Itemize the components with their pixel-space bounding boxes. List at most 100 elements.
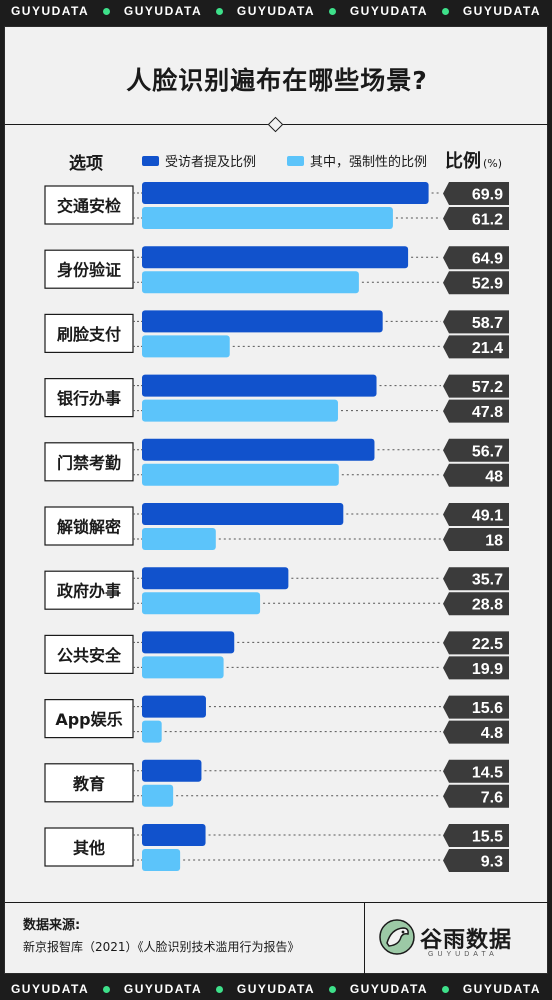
ticker-text: GUYUDATA <box>236 982 316 996</box>
value-label-box <box>443 631 509 655</box>
category-label-box <box>44 442 134 482</box>
bar-series2 <box>142 720 162 743</box>
chart-title: 人脸识别遍布在哪些场景? <box>126 66 428 95</box>
value-label-box <box>443 399 509 423</box>
data-label-series1: 49.1 <box>472 508 503 525</box>
value-label-box <box>443 246 509 270</box>
bar-series2 <box>142 592 261 615</box>
data-label-series2: 61.2 <box>472 212 503 229</box>
poster-frame: 人脸识别遍布在哪些场景? 选项 受访者提及比例 其中，强制性的比例 比例 (%) … <box>0 22 552 978</box>
ticker-item: GUYUDATA <box>350 982 428 996</box>
data-label-series2: 19.9 <box>472 661 503 678</box>
data-label-series2: 48 <box>485 468 503 485</box>
ticker-text: GUYUDATA <box>462 982 542 996</box>
value-label-box <box>443 849 509 872</box>
bar-series1 <box>142 503 344 525</box>
ticker-text: GUYUDATA <box>236 4 316 18</box>
category-label-box <box>44 634 134 675</box>
ticker-item: GUYUDATA <box>237 4 315 18</box>
bar-series1 <box>142 246 409 269</box>
category-label: 交通安检 <box>57 197 121 216</box>
legend-series1-label: 受访者提及比例 <box>165 155 257 170</box>
data-label-series1: 58.7 <box>472 315 503 332</box>
value-label-box <box>443 335 509 359</box>
ticker-dot-icon <box>441 7 449 15</box>
bar-series1 <box>142 374 377 397</box>
ticker-item: GUYUDATA <box>463 982 541 996</box>
legend-swatch-series1 <box>142 155 159 166</box>
source-label: 数据来源: <box>23 918 81 933</box>
category-label: 政府办事 <box>57 582 121 601</box>
legend-series2-label: 其中，强制性的比例 <box>310 155 428 170</box>
ticker-text: GUYUDATA <box>10 982 90 996</box>
legend-swatch-series2 <box>287 155 304 166</box>
ticker-item: GUYUDATA <box>463 4 541 18</box>
bar-series2 <box>142 207 393 229</box>
value-label-box <box>443 759 509 783</box>
bar-series2 <box>142 463 339 486</box>
value-label-box <box>443 824 509 847</box>
ratio-label: 比例 <box>445 151 481 172</box>
value-label-box <box>443 503 509 526</box>
category-label-box <box>44 185 134 225</box>
category-label-box <box>44 698 134 739</box>
value-label-box <box>443 695 509 719</box>
category-label-box <box>44 506 134 546</box>
data-label-series1: 64.9 <box>472 251 503 268</box>
ticker-text: GUYUDATA <box>462 4 542 18</box>
bar-chart: 交通安检 69.9 61.2 身份验证 64.9 52.9 刷脸支付 58.7 21.4 银行办事… <box>44 182 509 872</box>
value-label-box <box>443 656 509 680</box>
category-label: 银行办事 <box>57 389 121 408</box>
ticker-text: GUYUDATA <box>123 982 203 996</box>
data-label-series1: 15.6 <box>472 700 503 717</box>
category-label: 门禁考勤 <box>57 453 121 472</box>
ticker-dot-icon <box>216 7 223 15</box>
ticker-dot-icon <box>216 985 223 993</box>
brand-name: 谷雨数据 <box>420 928 513 953</box>
footer-divider <box>5 902 549 903</box>
category-label-box <box>44 249 134 289</box>
data-label-series1: 15.5 <box>472 829 503 846</box>
bar-series2 <box>142 849 181 871</box>
bar-series2 <box>142 271 359 294</box>
value-label-box <box>443 438 509 462</box>
footer-vertical-divider <box>364 902 365 975</box>
bar-series1 <box>142 631 235 654</box>
category-label-box <box>44 378 134 418</box>
data-label-series1: 69.9 <box>472 187 503 204</box>
category-label: 身份验证 <box>57 261 121 280</box>
value-label-box <box>443 567 509 591</box>
category-label: 公共安全 <box>57 646 122 665</box>
bar-series1 <box>142 438 375 461</box>
value-label-box <box>443 528 509 551</box>
option-column-header: 选项 <box>69 154 103 174</box>
value-label-box <box>443 271 509 295</box>
bar-series2 <box>142 335 230 358</box>
bar-series1 <box>142 310 383 333</box>
bar-series2 <box>142 399 338 422</box>
ticker-item: GUYUDATA <box>124 982 202 996</box>
bar-series1 <box>142 695 206 718</box>
data-label-series1: 35.7 <box>472 572 503 589</box>
ticker-dot-icon <box>328 7 336 15</box>
value-label-box <box>443 310 509 334</box>
category-label: 解锁解密 <box>57 518 121 537</box>
data-label-series1: 22.5 <box>472 636 503 653</box>
ticker-dot-icon <box>328 985 336 993</box>
value-label-box <box>443 182 509 205</box>
bar-series1 <box>142 567 289 590</box>
legend-series2: 其中，强制性的比例 <box>287 151 427 170</box>
bird-logo-icon <box>379 919 415 955</box>
ticker-dot-icon <box>103 985 111 993</box>
data-label-series2: 9.3 <box>481 854 503 871</box>
bar-series1 <box>142 824 206 846</box>
category-label-box <box>44 763 134 803</box>
ticker-item: GUYUDATA <box>11 982 89 996</box>
value-label-box <box>443 784 509 808</box>
data-label-series2: 4.8 <box>481 725 503 742</box>
legend-series1: 受访者提及比例 <box>142 151 256 170</box>
data-label-series1: 56.7 <box>472 443 503 460</box>
bottom-ticker: GUYUDATA GUYUDATA GUYUDATA GUYUDATA GUYU… <box>0 978 552 1000</box>
bar-series2 <box>142 784 174 807</box>
bar-series1 <box>142 182 429 204</box>
